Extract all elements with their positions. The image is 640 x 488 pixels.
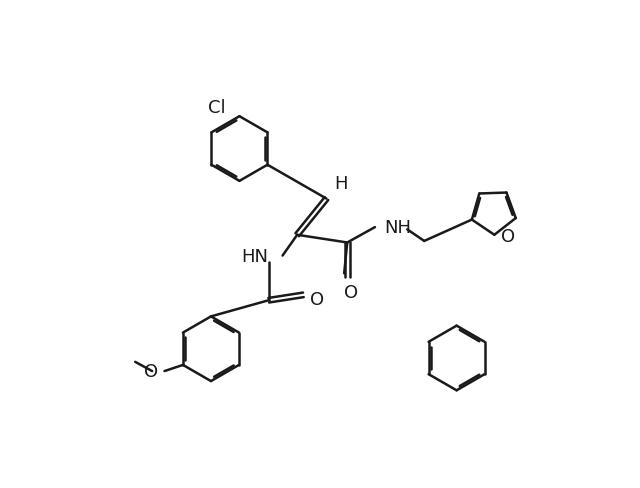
Text: NH: NH	[384, 219, 412, 237]
Text: O: O	[144, 362, 158, 380]
Text: O: O	[344, 284, 358, 302]
Text: Cl: Cl	[208, 99, 225, 117]
Text: O: O	[310, 290, 324, 308]
Text: O: O	[500, 228, 515, 246]
Text: H: H	[334, 175, 348, 193]
Text: HN: HN	[242, 247, 269, 265]
